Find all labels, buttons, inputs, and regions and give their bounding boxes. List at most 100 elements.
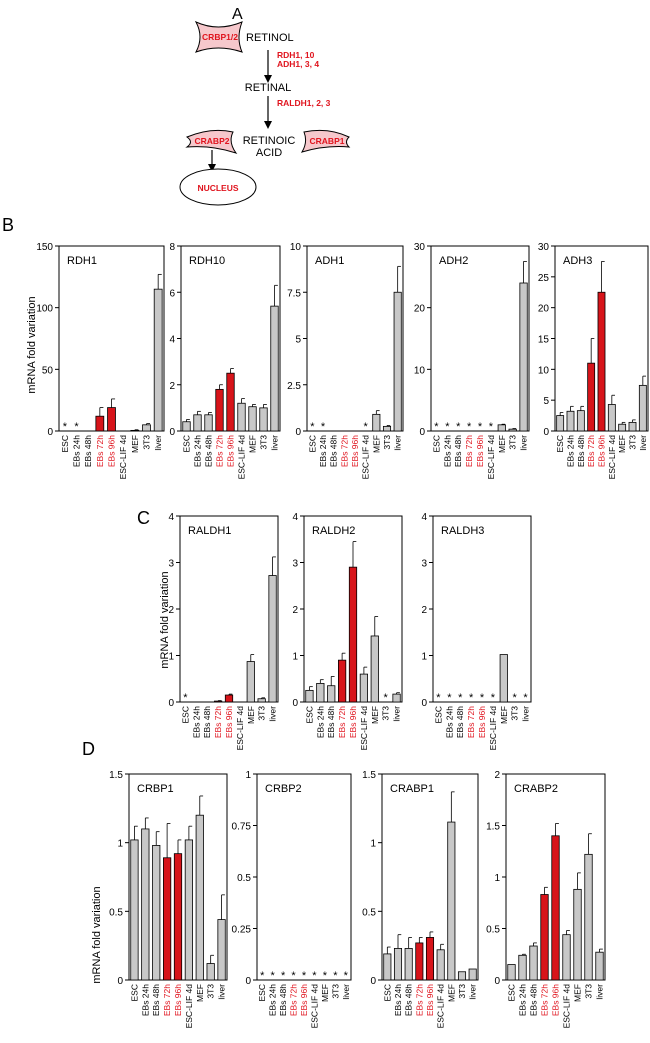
undetected-star: * <box>480 692 485 704</box>
undetected-star: * <box>321 421 326 433</box>
x-tick-label: ESC-LIF 4d <box>361 435 371 480</box>
undetected-star: * <box>260 970 265 982</box>
bar <box>204 414 213 432</box>
x-tick-label: EBs 48h <box>455 706 465 738</box>
x-tick-label: liver <box>268 706 278 722</box>
crbp12-label: CRBP1/2 <box>202 32 238 42</box>
bar <box>618 423 627 432</box>
x-tick-label: EBs 72h <box>586 435 596 467</box>
undetected-star: * <box>467 421 472 433</box>
x-tick-label: ESC-LIF 4d <box>237 435 247 480</box>
x-tick-label: EBs 24h <box>193 435 203 467</box>
bar <box>130 839 139 981</box>
y-tick-label: 10 <box>290 242 302 253</box>
chart-crabp1: CRABP1 0 0.5 1 1.5 ESC EBs 24h EBs 48h EBs 72h EB… <box>362 770 479 1029</box>
y-tick-label: 8 <box>169 242 175 253</box>
x-tick-label: ESC <box>304 706 314 723</box>
x-tick-label: liver <box>468 984 478 1000</box>
y-tick-label: 0.5 <box>486 925 500 936</box>
undetected-star: * <box>384 692 389 704</box>
x-tick-label: EBs 48h <box>576 435 586 467</box>
x-tick-label: 3T3 <box>257 706 267 721</box>
pathway-diagram: A CRBP1/2 RETINOL RDH1, 10 ADH1, 3, 4 RE… <box>179 6 351 206</box>
chart-raldh2: RALDH2 0 1 2 3 4 ESC EBs 24h EBs 48h EBs 72h EBs 9… <box>292 512 403 750</box>
x-tick-label: liver <box>638 435 648 451</box>
y-tick-label: 0 <box>370 976 376 987</box>
x-tick-label: EBs 72h <box>466 706 476 738</box>
x-tick-label: ESC <box>60 435 70 452</box>
chart-rdh10: RDH10 0 2 4 6 8 ESC EBs 24h EBs 48h EBs 72h EBs 96… <box>169 242 281 480</box>
panel-label-c: C <box>137 508 150 528</box>
x-tick-label: 3T3 <box>508 435 518 450</box>
x-tick-label: EBs 72h <box>213 706 223 738</box>
bar <box>257 698 266 703</box>
chart-title: RDH1 <box>67 255 97 267</box>
y-tick-label: 1 <box>370 839 376 850</box>
x-tick-label: EBs 96h <box>226 435 236 467</box>
chart-title: RALDH3 <box>441 525 484 537</box>
retinal-label: RETINAL <box>245 82 291 94</box>
y-tick-label: 1 <box>245 770 251 781</box>
y-tick-label: 2 <box>169 381 175 392</box>
y-tick-label: 0 <box>295 427 301 438</box>
retinol-label: RETINOL <box>246 32 294 44</box>
undetected-star: * <box>469 692 474 704</box>
x-tick-label: liver <box>519 435 529 451</box>
bar <box>163 857 172 981</box>
bar <box>268 575 277 703</box>
undetected-star: * <box>458 692 463 704</box>
y-tick-label: 6 <box>169 288 175 299</box>
bar <box>193 414 202 432</box>
chart-raldh1: RALDH1 0 1 2 3 4 * ESC EBs 24h EBs 48h EBs 72h EBs … <box>168 512 279 750</box>
bar <box>195 814 204 981</box>
y-tick-label: 2.5 <box>287 381 301 392</box>
x-tick-label: MEF <box>446 984 456 1002</box>
x-tick-label: EBs 96h <box>299 984 309 1016</box>
y-tick-label: 2 <box>168 605 174 616</box>
bar <box>507 964 516 981</box>
plot-frame <box>179 515 279 703</box>
bar <box>327 685 336 703</box>
x-tick-label: ESC-LIF 4d <box>436 984 446 1029</box>
x-tick-label: ESC <box>431 435 441 452</box>
y-tick-label: 20 <box>414 304 426 315</box>
x-tick-label: ESC <box>433 706 443 723</box>
x-tick-label: 3T3 <box>510 706 520 721</box>
x-tick-label: EBs 24h <box>318 435 328 467</box>
bar <box>370 635 379 703</box>
y-tick-label: 1 <box>494 873 500 884</box>
x-tick-label: EBs 24h <box>191 706 201 738</box>
x-tick-label: liver <box>392 706 402 722</box>
undetected-star: * <box>344 970 349 982</box>
x-tick-label: EBs 96h <box>348 706 358 738</box>
bar <box>497 424 506 432</box>
y-tick-label: 1 <box>421 652 427 663</box>
y-tick-label: 1 <box>168 652 174 663</box>
x-tick-label: ESC-LIF 4d <box>184 984 194 1029</box>
y-axis-title-d: mRNA fold variation <box>91 886 103 983</box>
y-tick-label: 0.5 <box>109 907 123 918</box>
y-tick-label: 0.5 <box>237 873 251 884</box>
y-tick-label: 1 <box>292 652 298 663</box>
bar <box>316 683 325 703</box>
x-tick-label: MEF <box>248 435 258 453</box>
x-tick-label: EBs 48h <box>278 984 288 1016</box>
y-tick-label: 0 <box>168 698 174 709</box>
y-axis-title-c: mRNA fold variation <box>159 571 171 668</box>
bar <box>246 661 255 703</box>
x-tick-label: EBs 96h <box>425 984 435 1016</box>
bar <box>359 673 368 703</box>
y-tick-label: 50 <box>42 365 54 376</box>
x-tick-label: EBs 96h <box>551 984 561 1016</box>
undetected-star: * <box>523 692 528 704</box>
undetected-star: * <box>281 970 286 982</box>
x-tick-label: EBs 72h <box>337 706 347 738</box>
bar <box>415 942 424 981</box>
bar <box>587 362 596 432</box>
bar <box>338 659 347 703</box>
x-tick-label: 3T3 <box>381 706 391 721</box>
x-tick-label: EBs 96h <box>173 984 183 1016</box>
x-tick-label: ESC-LIF 4d <box>607 435 617 480</box>
x-tick-label: EBs 48h <box>529 984 539 1016</box>
